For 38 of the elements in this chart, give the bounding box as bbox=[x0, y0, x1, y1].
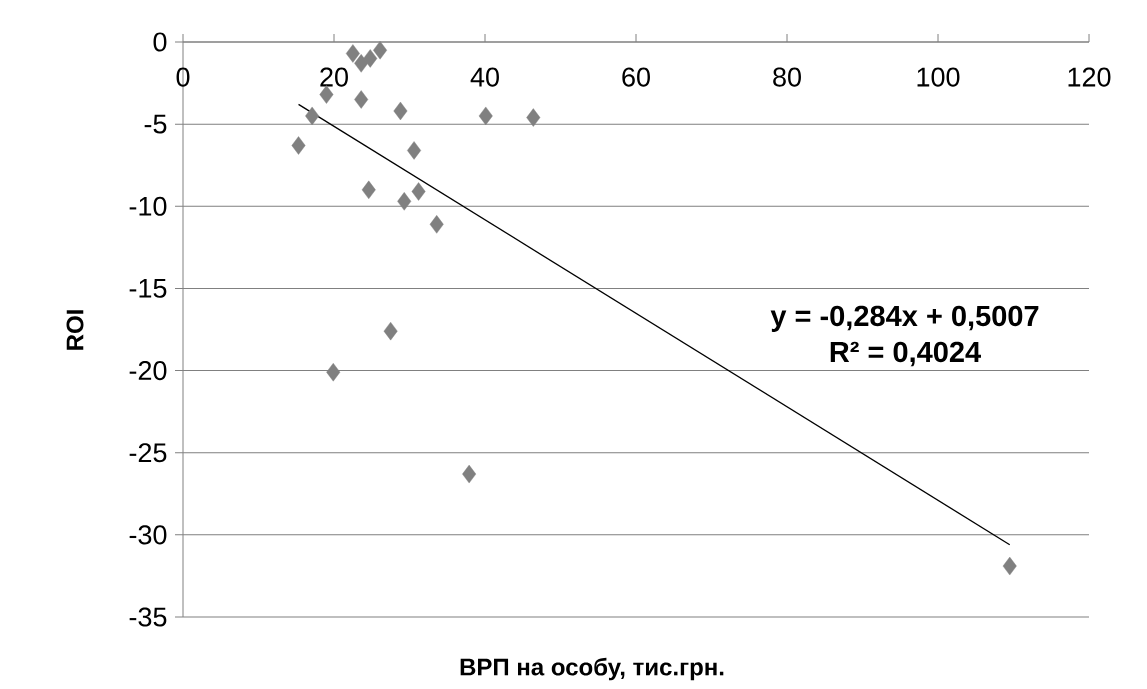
point bbox=[393, 101, 408, 121]
point bbox=[326, 363, 341, 382]
x-axis-title: ВРП на особу, тис.грн. bbox=[460, 657, 724, 681]
x-tick-label: 20 bbox=[320, 67, 348, 87]
x-tick-label: 0 bbox=[176, 67, 190, 87]
point bbox=[397, 192, 412, 211]
annotation: R² = 0,4024 bbox=[830, 341, 981, 367]
point bbox=[462, 464, 477, 484]
x-tick-label: 100 bbox=[917, 67, 960, 87]
y-tick-label: -5 bbox=[144, 114, 167, 134]
point bbox=[354, 90, 369, 109]
x-tick-label: 80 bbox=[773, 67, 801, 87]
point bbox=[373, 41, 388, 60]
point bbox=[345, 44, 360, 63]
y-tick-label: -20 bbox=[129, 361, 167, 381]
point bbox=[319, 85, 334, 104]
point bbox=[291, 136, 306, 155]
y-tick-label: 0 bbox=[153, 32, 167, 52]
y-axis-title: ROI bbox=[66, 310, 84, 350]
point bbox=[478, 106, 493, 126]
point bbox=[363, 49, 378, 68]
point bbox=[305, 106, 320, 126]
point bbox=[407, 141, 421, 160]
point bbox=[526, 108, 541, 127]
point bbox=[429, 215, 444, 234]
y-tick-label: -15 bbox=[129, 279, 167, 298]
y-tick-label: -10 bbox=[129, 196, 167, 216]
y-tick-label: -30 bbox=[129, 525, 167, 545]
x-tick-label: 60 bbox=[622, 67, 650, 87]
point bbox=[1002, 556, 1017, 576]
x-tick-label: 40 bbox=[470, 67, 499, 87]
point bbox=[383, 321, 398, 341]
annotation: y = -0,284x + 0,5007 bbox=[770, 305, 1039, 332]
point bbox=[411, 182, 426, 201]
y-tick-label: -35 bbox=[129, 607, 167, 627]
x-tick-label: 120 bbox=[1068, 67, 1111, 87]
y-tick-label: -25 bbox=[129, 443, 167, 463]
point bbox=[361, 180, 376, 200]
